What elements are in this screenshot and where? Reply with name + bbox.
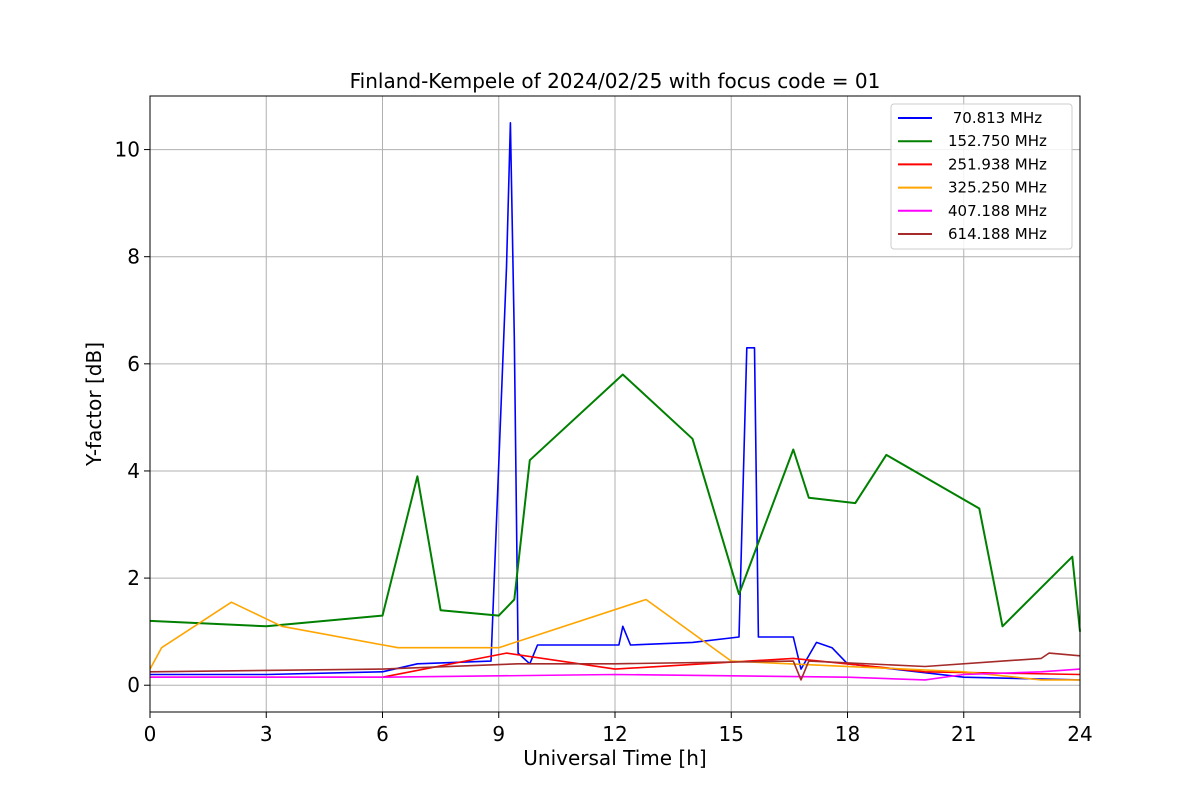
x-tick-label: 6 bbox=[376, 722, 389, 746]
series-line bbox=[149, 373, 1081, 632]
legend-label: 325.250 MHz bbox=[948, 179, 1047, 197]
x-tick-label: 15 bbox=[719, 722, 744, 746]
legend-label: 152.750 MHz bbox=[948, 132, 1047, 150]
series-line bbox=[149, 652, 1081, 681]
x-tick-label: 12 bbox=[602, 722, 627, 746]
x-tick-label: 3 bbox=[260, 722, 273, 746]
y-tick-label: 4 bbox=[127, 459, 140, 483]
y-axis-label: Y-factor [dB] bbox=[82, 342, 106, 467]
chart-title: Finland-Kempele of 2024/02/25 with focus… bbox=[350, 69, 881, 93]
legend-label: 614.188 MHz bbox=[948, 225, 1047, 243]
y-tick-label: 6 bbox=[127, 352, 140, 376]
series-line bbox=[150, 668, 1081, 681]
y-tick-label: 10 bbox=[115, 138, 140, 162]
legend-label: 251.938 MHz bbox=[948, 155, 1047, 173]
y-tick-label: 8 bbox=[127, 245, 140, 269]
x-axis-label: Universal Time [h] bbox=[523, 746, 706, 770]
series-line bbox=[149, 598, 1080, 681]
x-tick-label: 0 bbox=[144, 722, 157, 746]
series-line bbox=[150, 122, 1081, 681]
y-tick-label: 0 bbox=[127, 673, 140, 697]
x-tick-label: 24 bbox=[1067, 722, 1092, 746]
legend-box bbox=[890, 103, 1073, 250]
x-tick-label: 9 bbox=[492, 722, 505, 746]
legend: 70.813 MHz 152.750 MHz 251.938 MHz 325.250 … bbox=[890, 103, 1073, 250]
y-tick-label: 2 bbox=[127, 566, 140, 590]
legend-label: 407.188 MHz bbox=[948, 202, 1047, 220]
x-tick-label: 21 bbox=[951, 722, 976, 746]
legend-label: 70.813 MHz bbox=[948, 109, 1042, 127]
x-tick-label: 18 bbox=[835, 722, 860, 746]
plot-data bbox=[149, 122, 1081, 681]
